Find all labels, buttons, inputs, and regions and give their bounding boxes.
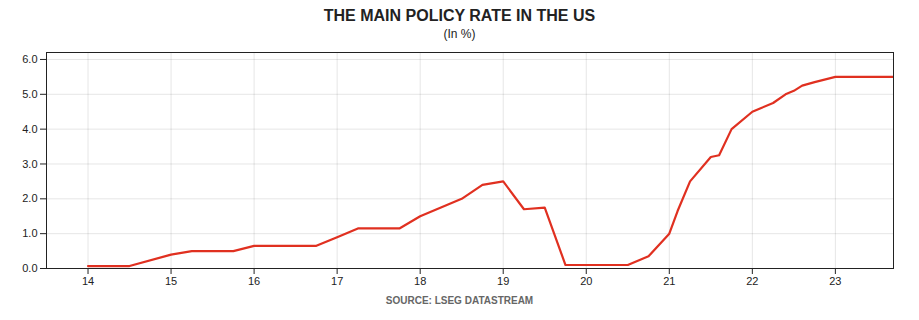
svg-text:20: 20: [580, 275, 592, 287]
svg-text:5.0: 5.0: [22, 88, 37, 100]
svg-text:17: 17: [331, 275, 343, 287]
svg-text:21: 21: [663, 275, 675, 287]
svg-text:15: 15: [165, 275, 177, 287]
svg-text:2.0: 2.0: [22, 192, 37, 204]
svg-text:4.0: 4.0: [22, 123, 37, 135]
svg-text:19: 19: [497, 275, 509, 287]
svg-text:3.0: 3.0: [22, 158, 37, 170]
svg-text:18: 18: [414, 275, 426, 287]
svg-text:0.0: 0.0: [22, 262, 37, 274]
html-text:SOURCE: LSEG DATASTREAM: SOURCE: LSEG DATASTREAM: [385, 295, 534, 306]
svg-text:16: 16: [248, 275, 260, 287]
svg-text:23: 23: [829, 275, 841, 287]
svg-text:14: 14: [82, 275, 94, 287]
html-text:(In %): (In %): [443, 27, 476, 41]
html-text:THE MAIN POLICY RATE IN THE US: THE MAIN POLICY RATE IN THE US: [323, 7, 596, 24]
svg-text:1.0: 1.0: [22, 227, 37, 239]
svg-text:6.0: 6.0: [22, 53, 37, 65]
svg-text:22: 22: [746, 275, 758, 287]
